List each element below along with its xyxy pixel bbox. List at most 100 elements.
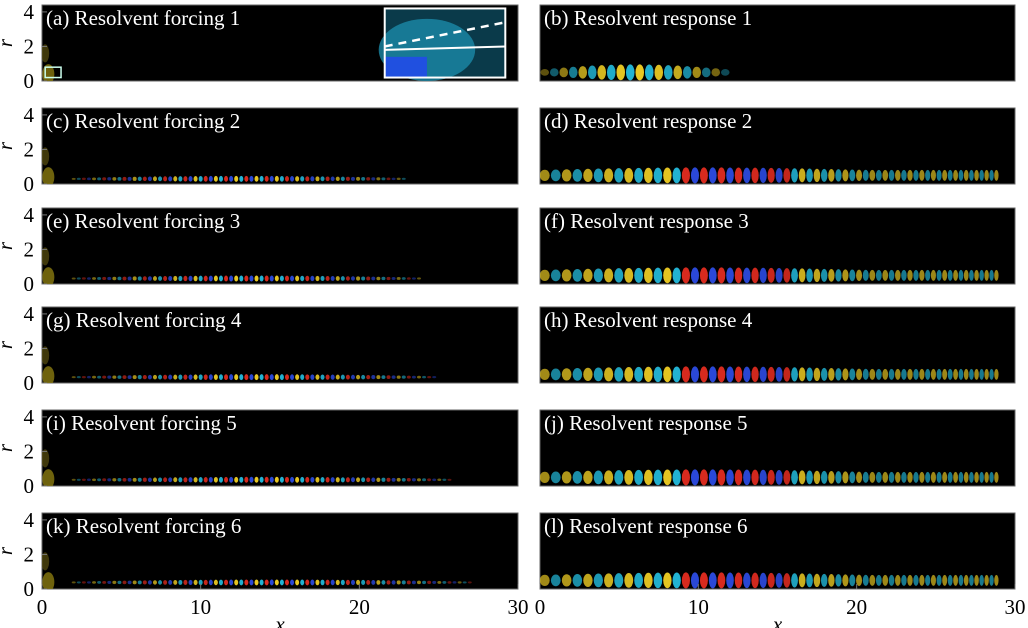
structure xyxy=(310,275,315,282)
structure xyxy=(42,44,50,63)
structure xyxy=(791,573,798,588)
structure xyxy=(274,374,279,381)
structure xyxy=(320,275,325,282)
structure xyxy=(178,275,183,282)
structure xyxy=(979,169,984,181)
structure xyxy=(775,366,783,382)
structure xyxy=(117,375,122,379)
structure xyxy=(371,276,376,281)
structure xyxy=(188,477,193,483)
structure xyxy=(759,469,767,485)
structure xyxy=(842,368,849,381)
structure xyxy=(86,478,91,482)
structure xyxy=(92,478,97,482)
structure xyxy=(653,167,663,184)
structure xyxy=(540,68,550,76)
panel: (h) Resolvent response 4 xyxy=(539,306,1016,384)
structure xyxy=(356,374,361,380)
structure xyxy=(42,167,55,184)
structure xyxy=(720,68,730,76)
structure xyxy=(315,176,320,182)
structure xyxy=(572,573,583,587)
structure xyxy=(234,374,239,381)
structure xyxy=(882,574,889,586)
structure xyxy=(835,574,842,587)
structure xyxy=(708,366,717,383)
structure xyxy=(320,477,325,483)
inset-line xyxy=(384,45,506,51)
structure xyxy=(284,579,289,586)
structure xyxy=(783,268,791,283)
structure xyxy=(330,579,335,586)
structure xyxy=(593,367,603,382)
structure xyxy=(813,573,821,588)
field xyxy=(42,7,507,81)
structure xyxy=(587,65,597,80)
structure xyxy=(578,66,588,79)
structure xyxy=(856,269,863,282)
structure xyxy=(701,67,711,78)
structure xyxy=(330,477,335,483)
structure xyxy=(925,169,931,181)
structure xyxy=(173,477,178,483)
structure xyxy=(76,581,81,584)
panel: (d) Resolvent response 2 xyxy=(539,107,1016,185)
structure xyxy=(310,579,315,586)
y-axis-label: r xyxy=(0,546,17,555)
structure xyxy=(345,176,350,181)
structure xyxy=(127,176,132,181)
structure xyxy=(92,581,97,584)
y-tick-label: 4 xyxy=(24,302,35,326)
structure xyxy=(264,579,269,586)
structure xyxy=(102,375,107,379)
structure xyxy=(457,581,462,584)
structure xyxy=(356,276,361,281)
structure xyxy=(203,477,208,483)
structure xyxy=(239,175,244,182)
structure xyxy=(183,579,188,585)
structure xyxy=(775,267,783,283)
structure xyxy=(942,574,948,586)
structure xyxy=(391,477,396,482)
structure xyxy=(717,267,726,284)
structure xyxy=(224,175,229,182)
structure xyxy=(158,374,163,380)
structure xyxy=(300,275,305,282)
structure xyxy=(178,579,183,585)
structure xyxy=(699,267,708,284)
structure xyxy=(690,167,700,184)
structure xyxy=(958,574,964,586)
structure xyxy=(427,375,432,379)
structure xyxy=(820,470,828,484)
structure xyxy=(259,374,264,381)
structure xyxy=(112,375,117,379)
panel-title: (e) Resolvent forcing 3 xyxy=(46,209,240,233)
structure xyxy=(663,469,672,486)
structure xyxy=(300,176,305,182)
structure xyxy=(330,176,335,182)
structure xyxy=(386,375,391,379)
structure xyxy=(295,476,300,483)
structure xyxy=(396,477,401,482)
structure xyxy=(132,477,137,482)
panel: (f) Resolvent response 3 xyxy=(539,207,1016,285)
structure xyxy=(188,275,193,282)
structure xyxy=(947,471,953,483)
structure xyxy=(583,573,593,587)
structure xyxy=(371,580,376,585)
structure xyxy=(92,375,97,379)
structure xyxy=(806,168,813,183)
structure xyxy=(634,167,643,183)
structure xyxy=(229,579,234,586)
structure xyxy=(320,374,325,380)
structure xyxy=(122,176,127,181)
structure xyxy=(624,572,634,588)
structure xyxy=(244,175,249,182)
structure xyxy=(734,469,743,486)
structure xyxy=(42,469,55,486)
structure xyxy=(953,471,959,483)
structure xyxy=(681,267,690,284)
structure xyxy=(572,168,583,182)
structure xyxy=(604,470,614,485)
